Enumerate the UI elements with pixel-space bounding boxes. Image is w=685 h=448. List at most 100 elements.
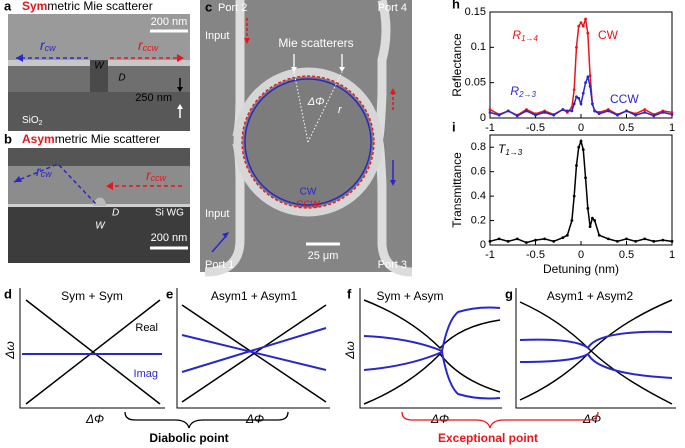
radius-label: r: [338, 104, 343, 116]
data-point: [634, 239, 637, 243]
data-point: [488, 110, 492, 114]
x-axis-label: ΔΦ: [85, 412, 104, 426]
data-point: [606, 237, 610, 241]
y-axis-label: Δω: [3, 341, 17, 359]
x-axis-label: ΔΦ: [430, 412, 449, 426]
y-tick-label: 0: [480, 112, 486, 124]
panel-letter: b: [4, 131, 12, 146]
substrate-label: SiO2: [22, 115, 43, 127]
port-label: Port 1: [205, 259, 234, 271]
ccw-label: CCW: [296, 200, 320, 211]
bracket: [124, 411, 289, 429]
exceptional-label: Exceptional point: [438, 431, 538, 445]
panel-letter: f: [347, 286, 352, 301]
data-point: [488, 239, 492, 243]
data-point: [515, 114, 519, 118]
scale-label: 200 nm: [151, 16, 188, 28]
data-point: [597, 112, 601, 116]
scale-label: 200 nm: [151, 232, 188, 244]
panel-title: Sym + Asym: [376, 289, 443, 303]
data-point: [597, 233, 601, 237]
legend-label: CCW: [610, 92, 639, 106]
y-tick-label: 0.15: [465, 6, 486, 18]
depth-label: 250 nm: [135, 92, 172, 104]
x-tick-label: 0: [578, 249, 584, 261]
y-tick-label: 0.2: [471, 214, 486, 226]
schematic-g: [515, 288, 676, 409]
series-label: R2→3: [510, 84, 536, 99]
title-rest: metric Mie scatterer: [55, 132, 160, 146]
label-sub: cw: [41, 169, 53, 179]
data-point: [661, 110, 665, 114]
x-tick-label: -0.5: [526, 122, 545, 134]
label-sub: ccw: [143, 43, 159, 53]
data-point: [565, 233, 569, 237]
label-base: r: [36, 163, 42, 179]
x-axis-label: Detuning (nm): [543, 262, 619, 276]
label-base: T: [498, 142, 507, 156]
data-point: [590, 216, 594, 220]
data-point: [670, 110, 674, 114]
panel-title: Asym1 + Asym2: [547, 289, 634, 303]
panel-letter: e: [166, 286, 173, 301]
data-point: [593, 219, 597, 222]
data-point: [652, 239, 656, 243]
material-label: Si WG: [155, 208, 184, 219]
data-point: [625, 237, 628, 241]
title-rest: metric Mie scatterer: [47, 0, 152, 13]
data-point: [590, 102, 594, 106]
label-base: R: [512, 28, 521, 42]
sem-image-c: [200, 0, 413, 277]
data-point: [572, 102, 576, 106]
real-label: Real: [135, 322, 158, 334]
width-label: W: [95, 221, 106, 232]
panel-letter: a: [4, 0, 12, 13]
data-point: [588, 84, 592, 88]
data-point: [579, 102, 583, 106]
input-label: Input: [205, 208, 229, 220]
depth-symbol: D: [118, 73, 125, 84]
data-point: [579, 21, 583, 24]
y-tick-label: 0: [480, 239, 486, 251]
data-point: [584, 176, 587, 180]
label-sub: 1→3: [505, 148, 522, 157]
data-point: [577, 96, 581, 100]
data-point: [561, 236, 565, 240]
data-point: [572, 194, 576, 198]
angle-label: ΔΦ: [307, 96, 325, 108]
title-highlight: Asym: [22, 132, 55, 146]
bracket: [401, 411, 599, 429]
data-point: [552, 239, 556, 243]
data-point: [588, 225, 592, 229]
data-point: [586, 75, 590, 79]
panel-title: Symmetric Mie scatterer: [22, 0, 153, 13]
legend-label: CW: [598, 28, 619, 42]
panel-letter: g: [505, 286, 513, 301]
port-label: Port 4: [378, 2, 407, 14]
panel-title: Sym + Sym: [61, 289, 123, 303]
y-tick-label: 0.8: [471, 141, 486, 153]
rcw-label: rcw: [40, 37, 56, 54]
data-point: [670, 239, 674, 243]
label-base: r: [40, 37, 46, 53]
data-point: [534, 113, 537, 117]
data-point: [561, 108, 565, 111]
rcw-label: rcw: [36, 163, 52, 180]
data-point: [570, 219, 574, 222]
scatterer-label: Mie scatterers: [278, 36, 353, 50]
label-base: SiO: [22, 115, 39, 126]
data-point: [643, 237, 647, 241]
data-point: [572, 88, 576, 92]
x-axis-label: ΔΦ: [245, 412, 264, 426]
x-tick-label: 0: [578, 122, 584, 134]
data-point: [606, 109, 610, 113]
port-label: Port 3: [378, 259, 407, 271]
data-point: [616, 113, 619, 117]
series-line: [489, 138, 673, 244]
label-base: r: [138, 37, 144, 53]
data-point: [586, 31, 590, 35]
diabolic-label: Diabolic point: [149, 431, 228, 445]
schematic-d: [19, 288, 165, 409]
data-point: [543, 110, 546, 114]
